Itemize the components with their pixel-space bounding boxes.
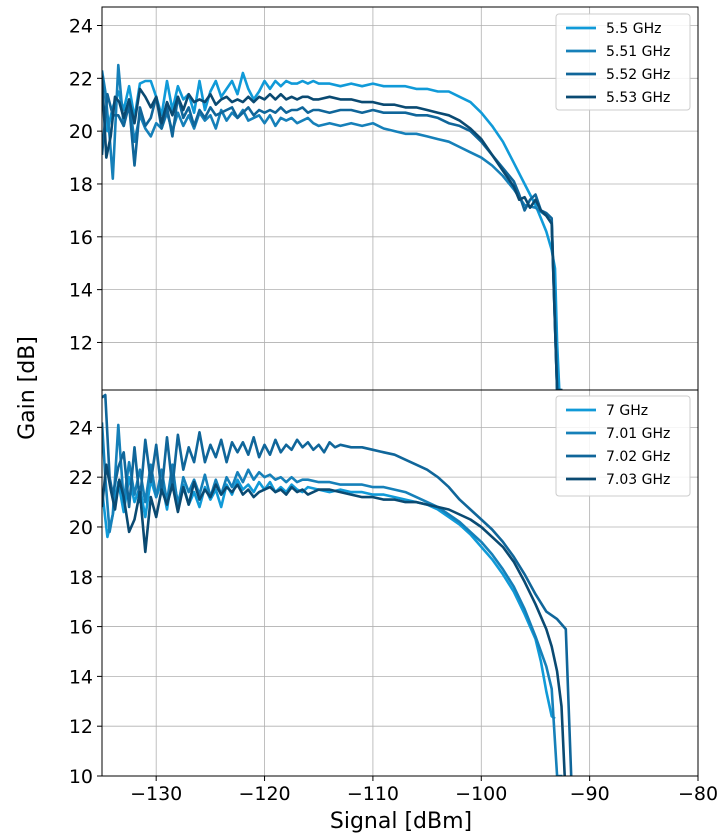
y-tick-label: 20 [69,517,93,539]
x-tick-label: −100 [455,783,507,805]
series-line-4 [102,75,563,390]
y-tick-label: 24 [69,417,93,439]
x-tick-label: −110 [347,783,399,805]
legend-entry: 5.53 GHz [606,90,670,106]
series-line-4 [102,463,566,776]
legend-entry: 5.51 GHz [606,44,670,60]
legend-box [555,13,691,111]
y-tick-label: 12 [69,716,93,738]
y-tick-label: 16 [69,227,93,249]
y-tick-label: 18 [69,567,93,589]
series-line-3 [102,92,562,390]
legend-entry: 5.52 GHz [606,67,670,83]
series-line-3 [102,393,573,776]
x-tick-label: −130 [130,783,182,805]
legend-entry: 7.03 GHz [606,472,670,488]
legend: 5.5 GHz 5.51 GHz 5.52 GHz 5.53 GHz [555,13,691,111]
series-group [102,63,563,390]
legend-box [555,395,691,497]
bottom-panel: 10 12 14 16 18 20 22 24 −130 −120 −110 −100 −90 −80 7 … [69,389,718,805]
legend-entry: 7.01 GHz [606,426,670,442]
x-tick-label: −80 [678,783,718,805]
x-tick-label: −90 [570,783,610,805]
series-line-1 [102,473,556,720]
y-tick-label: 14 [69,280,93,302]
y-axis-label: Gain [dB] [15,336,40,440]
y-tick-label: 22 [69,467,93,489]
series-line-2 [102,63,561,390]
y-tick-label: 18 [69,174,93,196]
plot-frame [101,389,699,777]
x-tick-label: −120 [238,783,290,805]
legend-entry: 5.5 GHz [606,21,661,37]
legend: 7 GHz 7.01 GHz 7.02 GHz 7.03 GHz [555,395,691,497]
y-tick-label: 12 [69,332,93,354]
legend-entry: 7.02 GHz [606,449,670,465]
y-tick-label: 14 [69,666,93,688]
y-tick-label: 20 [69,121,93,143]
series-line-2 [102,422,563,776]
series-line-1 [102,71,561,390]
x-axis-label: Signal [dBm] [330,809,472,834]
legend-entry: 7 GHz [606,403,648,419]
y-tick-label: 22 [69,68,93,90]
series-group [102,393,573,776]
y-tick-label: 10 [69,766,93,788]
y-tick-label: 16 [69,617,93,639]
y-tick-label: 24 [69,15,93,37]
